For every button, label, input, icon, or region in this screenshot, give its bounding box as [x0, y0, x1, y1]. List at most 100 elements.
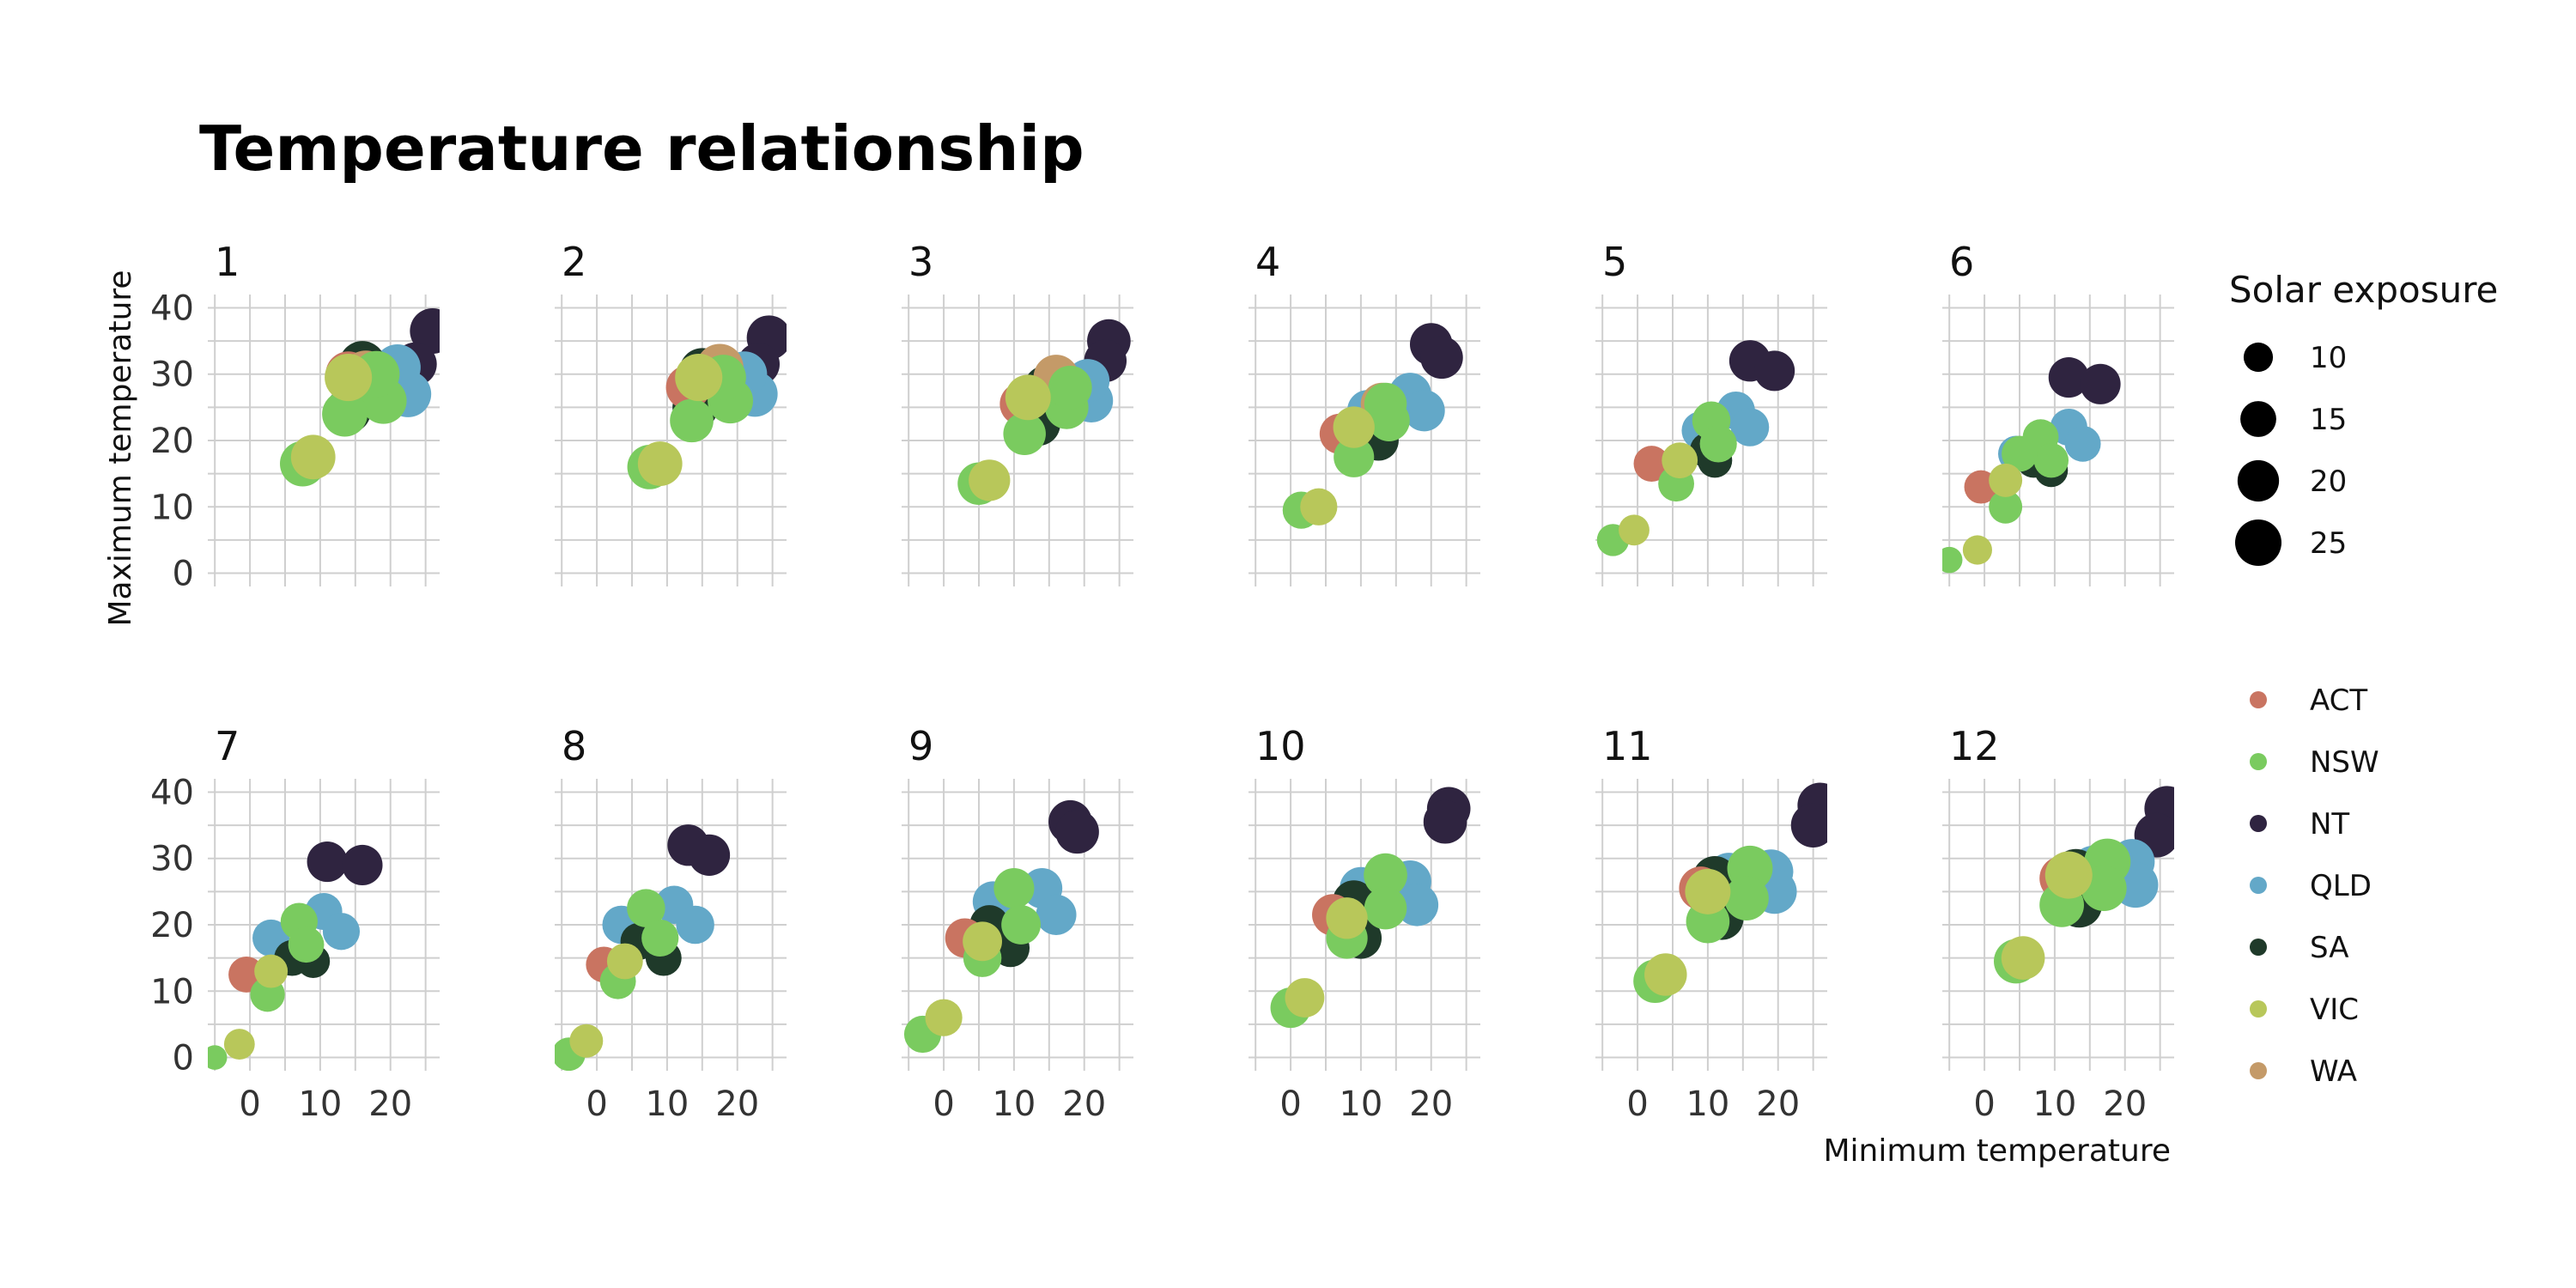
data-point-nt: [1055, 810, 1099, 854]
data-point-qld: [2064, 425, 2101, 462]
data-point-nt: [410, 308, 440, 354]
data-point-qld: [1036, 894, 1077, 935]
data-point-vic: [569, 1024, 604, 1058]
color-legend: ACT NSW NT QLD SA VIC WA: [2250, 683, 2379, 1089]
data-point-nsw: [627, 889, 665, 927]
points: [957, 319, 1131, 505]
data-point-nt: [342, 844, 383, 885]
data-point-vic: [325, 354, 373, 402]
x-tick-label: 10: [1686, 1084, 1729, 1124]
size-legend-label: 25: [2310, 526, 2347, 561]
points: [1596, 340, 1795, 556]
facet-panel-4: 4: [1249, 239, 1480, 586]
x-tick-label: 0: [586, 1084, 607, 1124]
facet-panel-12: 12 0 10 20: [1942, 723, 2174, 1124]
size-legend-key: [2240, 401, 2276, 437]
y-tick-label: 10: [150, 972, 194, 1012]
data-point-nsw: [322, 391, 368, 437]
size-legend: 10 15 20 25: [2235, 341, 2347, 566]
data-point-nsw: [1003, 412, 1046, 456]
size-legend-key: [2237, 459, 2280, 502]
data-point-nsw: [1699, 425, 1737, 463]
x-tick-label: 20: [368, 1084, 412, 1124]
data-point-nt: [688, 834, 731, 877]
data-point-nsw: [2002, 435, 2038, 472]
color-legend-label: QLD: [2310, 869, 2372, 903]
data-point-qld: [322, 913, 361, 951]
y-tick-label: 0: [173, 1039, 194, 1078]
x-tick-label: 10: [1339, 1084, 1382, 1124]
facet-panel-9: 9 0 10 20: [902, 723, 1133, 1124]
x-axis-title: Minimum temperature: [1823, 1133, 2171, 1169]
data-point-vic: [1962, 535, 1992, 565]
data-point-vic: [963, 921, 1003, 962]
points: [1633, 782, 1827, 1004]
data-point-nt: [1420, 336, 1463, 380]
size-legend-label: 10: [2310, 341, 2347, 375]
panel-title: 6: [1949, 239, 1974, 285]
size-legend-key: [2243, 342, 2274, 373]
data-point-vic: [1333, 406, 1375, 448]
panel-title: 4: [1255, 239, 1280, 285]
data-point-vic: [1619, 514, 1649, 546]
y-tick-label: 10: [150, 488, 194, 527]
data-point-vic: [606, 943, 643, 980]
x-tick-label: 10: [298, 1084, 342, 1124]
data-point-vic: [1005, 374, 1051, 421]
data-point-nt: [1423, 799, 1467, 844]
data-point-nsw: [208, 1045, 228, 1070]
data-point-vic: [1662, 442, 1698, 479]
x-tick-label: 10: [992, 1084, 1036, 1124]
color-legend-key-sa: [2250, 939, 2267, 956]
y-tick-label: 40: [150, 773, 194, 812]
panel-title: 7: [215, 723, 240, 769]
x-tick-label: 10: [2032, 1084, 2076, 1124]
data-point-qld: [676, 905, 714, 945]
color-legend-key-nsw: [2250, 753, 2267, 770]
points: [1270, 787, 1471, 1029]
data-point-nsw: [1364, 886, 1407, 930]
points: [555, 824, 731, 1071]
facet-panel-3: 3: [902, 239, 1133, 586]
size-legend-label: 20: [2310, 465, 2347, 499]
data-point-nsw: [288, 927, 325, 963]
color-legend-key-vic: [2250, 1000, 2267, 1018]
panel-title: 11: [1602, 723, 1653, 769]
y-axis-title: Maximum temperature: [103, 270, 138, 626]
x-tick-label: 0: [239, 1084, 260, 1124]
data-point-vic: [254, 954, 289, 988]
data-point-nsw: [641, 919, 679, 957]
points: [208, 841, 383, 1070]
x-tick-label: 20: [1409, 1084, 1453, 1124]
data-point-vic: [223, 1029, 255, 1060]
size-legend-key: [2235, 519, 2281, 566]
y-tick-label: 40: [150, 289, 194, 328]
data-point-nsw: [993, 867, 1035, 909]
size-legend-label: 15: [2310, 403, 2347, 437]
data-point-vic: [1300, 488, 1338, 526]
panel-title: 2: [562, 239, 586, 285]
points: [1942, 357, 2121, 574]
x-tick-label: 0: [1973, 1084, 1995, 1124]
data-point-vic: [2044, 851, 2093, 899]
color-legend-key-act: [2250, 691, 2267, 708]
facet-panel-8: 8 0 10 20: [555, 723, 787, 1124]
facet-panel-6: 6: [1942, 239, 2174, 586]
color-legend-label: SA: [2310, 931, 2348, 965]
panel-title: 5: [1602, 239, 1627, 285]
color-legend-label: ACT: [2310, 683, 2367, 718]
panel-title: 1: [215, 239, 240, 285]
points: [627, 315, 787, 489]
data-point-act: [1633, 446, 1670, 482]
data-point-vic: [1685, 868, 1731, 914]
color-legend-key-wa: [2250, 1062, 2267, 1079]
data-point-nsw: [1334, 436, 1375, 477]
chart-title: Temperature relationship: [199, 112, 1084, 185]
x-tick-label: 10: [645, 1084, 689, 1124]
data-point-nt: [1790, 803, 1827, 848]
color-legend-label: VIC: [2310, 993, 2359, 1027]
color-legend-key-nt: [2250, 815, 2267, 832]
points: [280, 308, 440, 487]
